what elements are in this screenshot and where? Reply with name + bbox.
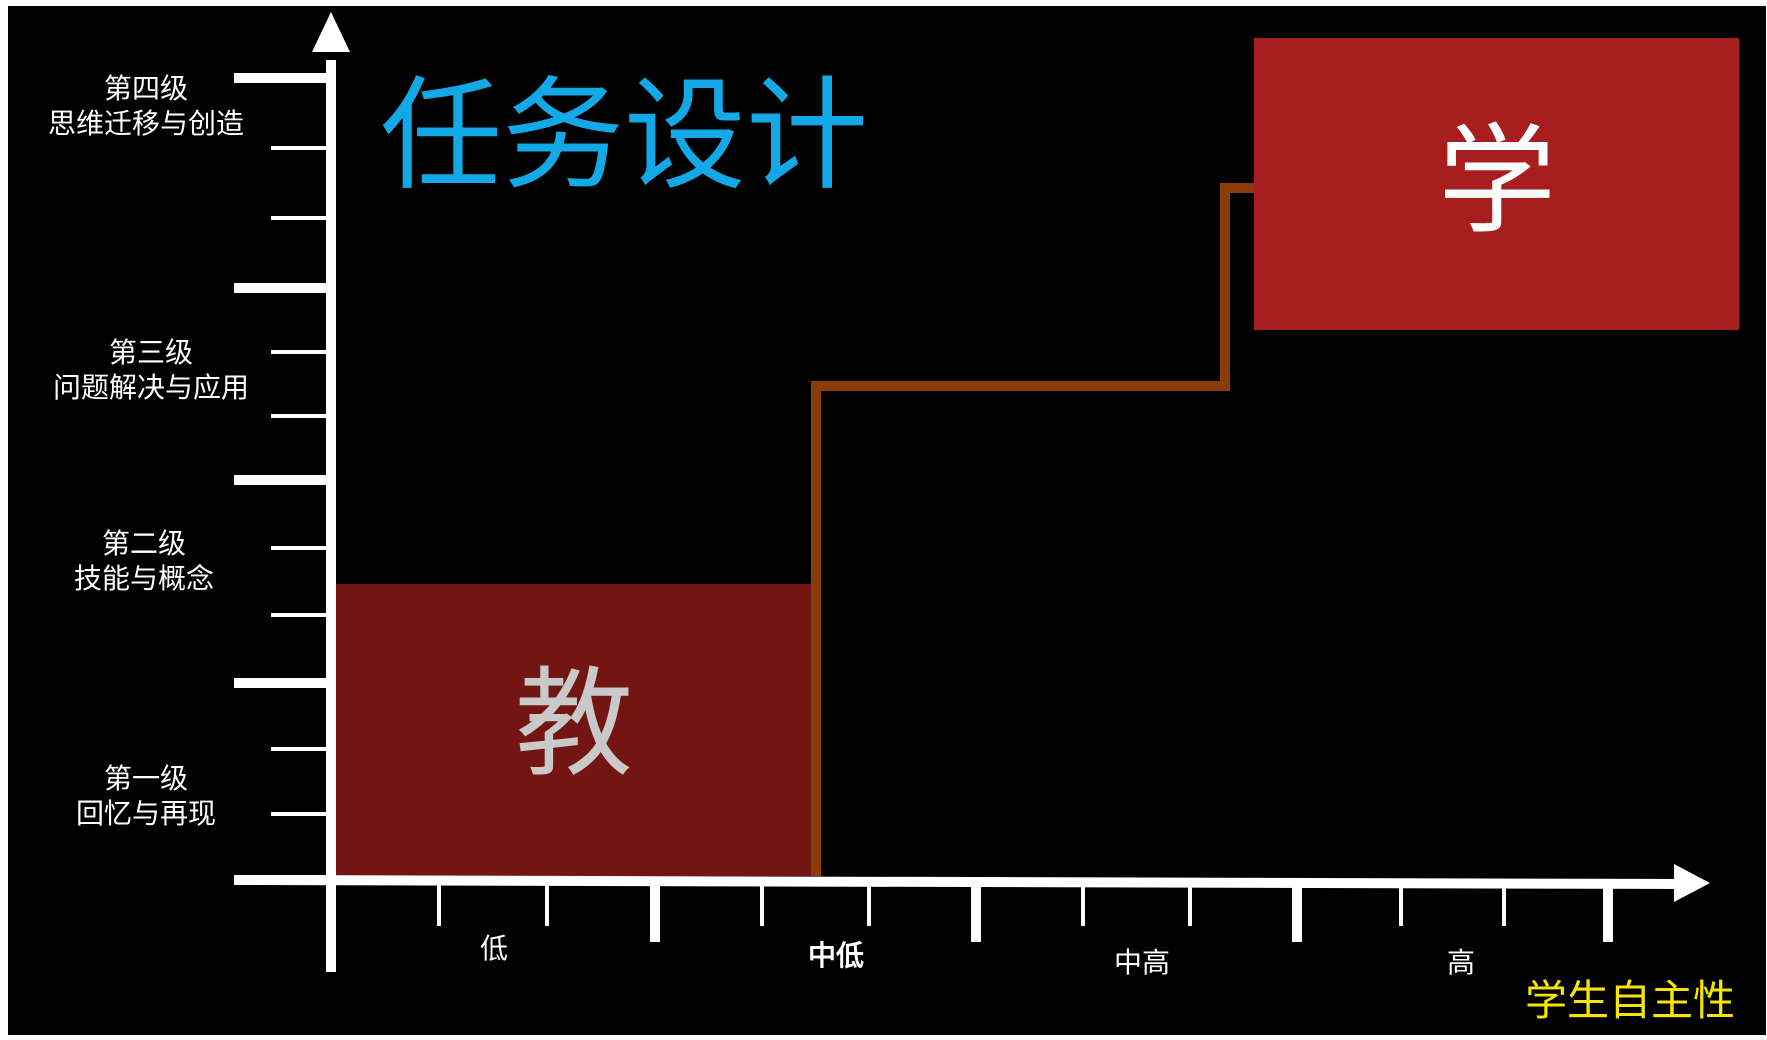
x-axis-arrow (1674, 864, 1710, 902)
x-axis (233, 864, 1710, 942)
teach-label: 教 (515, 655, 633, 793)
level-1-name: 第一级 (104, 762, 188, 795)
level-2-name: 第二级 (102, 527, 186, 560)
y-axis-arrow (312, 12, 350, 52)
autonomy-step-line (811, 183, 1254, 876)
diagram-title: 任务设计 (380, 65, 868, 207)
x-axis-line (233, 875, 1681, 889)
x-category-4: 高 (1447, 946, 1475, 979)
learn-label: 学 (1438, 112, 1556, 250)
x-category-labels: 低 中低 中高 高 (480, 932, 1475, 979)
level-2-desc: 技能与概念 (74, 562, 214, 595)
x-category-2: 中低 (808, 939, 864, 972)
level-4-desc: 思维迁移与创造 (48, 107, 244, 140)
level-3-name: 第三级 (109, 336, 193, 369)
teach-box (332, 584, 816, 876)
level-1-desc: 回忆与再现 (76, 797, 216, 830)
x-category-1: 低 (480, 932, 508, 965)
level-3-desc: 问题解决与应用 (53, 371, 249, 404)
level-4-name: 第四级 (104, 72, 188, 105)
x-axis-label: 学生自主性 (1525, 976, 1735, 1025)
learn-box (1254, 38, 1739, 330)
x-category-3: 中高 (1114, 946, 1170, 979)
